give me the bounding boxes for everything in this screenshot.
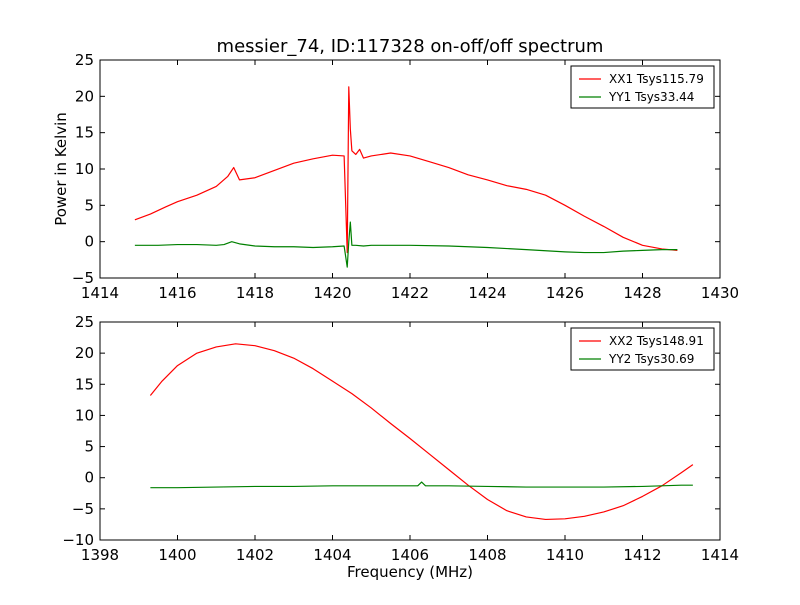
- x-tick-label: 1416: [158, 284, 196, 302]
- x-tick-label: 1412: [623, 546, 661, 564]
- x-tick-label: 1410: [546, 546, 584, 564]
- series-line-xx2: [149, 343, 694, 521]
- legend-entry: YY1 Tsys33.44: [608, 90, 694, 104]
- legend-entry: XX1 Tsys115.79: [609, 72, 704, 86]
- y-tick-label: 25: [75, 313, 94, 331]
- series-line-xx1: [134, 86, 678, 254]
- x-tick-label: 1426: [546, 284, 584, 302]
- x-tick-label: 1428: [623, 284, 661, 302]
- x-tick-label: 1402: [236, 546, 274, 564]
- y-tick-label: −5: [72, 500, 94, 518]
- x-tick-label: 1398: [81, 546, 119, 564]
- legend-box: [570, 65, 715, 109]
- y-tick-label: 15: [75, 124, 94, 142]
- legend-box: [570, 327, 715, 371]
- y-tick-label: 10: [75, 406, 94, 424]
- x-tick-label: 1420: [313, 284, 351, 302]
- legend: XX2 Tsys148.91 YY2 Tsys30.69: [570, 327, 715, 371]
- y-tick-label: 5: [84, 438, 94, 456]
- x-tick-label: 1430: [701, 284, 739, 302]
- chart-title: messier_74, ID:117328 on-off/off spectru…: [217, 36, 604, 57]
- x-axis-label: Frequency (MHz): [347, 563, 473, 581]
- series-line-yy2: [150, 481, 693, 489]
- y-tick-label: 10: [75, 160, 94, 178]
- x-tick-label: 1406: [391, 546, 429, 564]
- y-tick-label: −5: [72, 269, 94, 287]
- x-tick-label: 1404: [313, 546, 351, 564]
- y-axis-label: Power in Kelvin: [52, 112, 70, 226]
- y-tick-label: 0: [84, 469, 94, 487]
- legend: XX1 Tsys115.79 YY1 Tsys33.44: [570, 65, 715, 109]
- x-tick-label: 1418: [236, 284, 274, 302]
- y-tick-label: 25: [75, 51, 94, 69]
- series-line-yy1: [134, 221, 678, 268]
- y-tick-label: −10: [62, 531, 94, 549]
- x-tick-label: 1414: [701, 546, 739, 564]
- x-tick-label: 1414: [81, 284, 119, 302]
- y-tick-label: 15: [75, 375, 94, 393]
- x-tick-label: 1424: [468, 284, 506, 302]
- y-tick-label: 20: [75, 87, 94, 105]
- y-tick-label: 5: [84, 196, 94, 214]
- legend-entry: YY2 Tsys30.69: [608, 352, 694, 366]
- x-tick-label: 1408: [468, 546, 506, 564]
- y-tick-label: 0: [84, 233, 94, 251]
- top-panel: 1414 1416 1418 1420 1422 1424 1426 1428 1430 −5 0 5…: [72, 51, 739, 302]
- legend-entry: XX2 Tsys148.91: [609, 334, 704, 348]
- y-tick-label: 20: [75, 344, 94, 362]
- x-tick-label: 1422: [391, 284, 429, 302]
- bottom-panel: 1398 1400 1402 1404 1406 1408 1410 1412 1414 −10 −…: [62, 313, 739, 564]
- x-tick-label: 1400: [158, 546, 196, 564]
